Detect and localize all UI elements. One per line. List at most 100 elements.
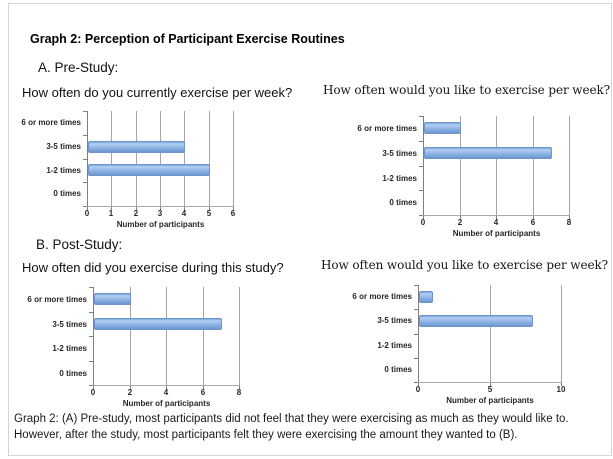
x-tick-label: 0 bbox=[90, 388, 96, 397]
data-bar bbox=[88, 164, 210, 176]
category-label: 6 or more times bbox=[21, 118, 81, 127]
gridline bbox=[160, 111, 161, 206]
x-tick-label: 0 bbox=[420, 218, 426, 227]
chart-post-during-exercise: 0 2 4 6 8 6 or more times 3-5 times 1-2 times 0 … bbox=[20, 287, 241, 413]
x-tick-label: 5 bbox=[487, 385, 493, 394]
value-axis-line bbox=[93, 287, 94, 385]
x-tick-label: 8 bbox=[566, 218, 572, 227]
value-axis-tick bbox=[423, 215, 424, 219]
value-axis-tick bbox=[561, 382, 562, 386]
data-bar bbox=[94, 293, 131, 305]
chart-title-pre-current: How often do you currently exercise per … bbox=[22, 85, 293, 100]
chart-title-pre-desired: How often would you like to exercise per… bbox=[323, 83, 610, 97]
category-axis-tick bbox=[83, 206, 87, 207]
value-axis-tick bbox=[418, 382, 419, 386]
section-label-post-study: B. Post-Study: bbox=[36, 237, 123, 252]
value-axis-tick bbox=[93, 385, 94, 389]
x-axis-title: Number of participants bbox=[116, 220, 205, 229]
category-axis-tick bbox=[83, 159, 87, 160]
chart-pre-desired-exercise: 0 2 4 6 8 6 or more times 3-5 times 1-2 times 0 … bbox=[330, 116, 571, 243]
category-label: 0 times bbox=[384, 365, 412, 374]
value-axis-tick bbox=[490, 382, 491, 386]
category-axis-baseline bbox=[418, 382, 562, 383]
x-tick-label: 10 bbox=[556, 385, 566, 394]
category-label: 1-2 times bbox=[46, 166, 81, 175]
gridline bbox=[203, 287, 204, 385]
category-label: 3-5 times bbox=[377, 316, 412, 325]
x-tick-label: 5 bbox=[206, 209, 212, 218]
chart-post-desired-exercise: 0 5 10 6 or more times 3-5 times 1-2 times 0 t… bbox=[345, 285, 565, 410]
category-label: 0 times bbox=[53, 189, 81, 198]
value-axis-tick bbox=[111, 206, 112, 210]
x-tick-label: 2 bbox=[133, 209, 139, 218]
gridline bbox=[490, 285, 491, 382]
data-bar bbox=[419, 315, 533, 327]
category-axis-tick bbox=[89, 361, 93, 362]
category-axis-tick bbox=[89, 287, 93, 288]
gridline bbox=[239, 287, 240, 385]
category-axis-baseline bbox=[93, 385, 240, 386]
gridline bbox=[460, 116, 461, 215]
data-bar bbox=[88, 141, 185, 153]
data-bar bbox=[424, 122, 461, 134]
category-axis-baseline bbox=[423, 215, 570, 216]
gridline bbox=[184, 111, 185, 206]
data-bar bbox=[424, 147, 552, 159]
gridline bbox=[166, 287, 167, 385]
value-axis-tick bbox=[166, 385, 167, 389]
value-axis-tick bbox=[569, 215, 570, 219]
value-axis-tick bbox=[87, 206, 88, 210]
x-tick-label: 8 bbox=[236, 388, 242, 397]
category-axis-tick bbox=[83, 135, 87, 136]
category-label: 6 or more times bbox=[357, 124, 417, 133]
category-axis-tick bbox=[419, 166, 423, 167]
caption-line-1: Graph 2: (A) Pre-study, most participant… bbox=[14, 413, 569, 425]
plot-area bbox=[87, 111, 234, 210]
x-tick-label: 2 bbox=[127, 388, 133, 397]
data-bar bbox=[419, 291, 433, 303]
category-axis-tick bbox=[419, 215, 423, 216]
category-axis-tick bbox=[89, 336, 93, 337]
value-axis-tick bbox=[130, 385, 131, 389]
section-label-pre-study: A. Pre-Study: bbox=[38, 60, 119, 75]
category-label: 1-2 times bbox=[52, 344, 87, 353]
x-tick-label: 0 bbox=[84, 209, 90, 218]
category-axis-tick bbox=[419, 141, 423, 142]
category-label: 1-2 times bbox=[382, 174, 417, 183]
gridline bbox=[561, 285, 562, 382]
gridline bbox=[569, 116, 570, 215]
x-tick-label: 4 bbox=[493, 218, 499, 227]
gridline bbox=[496, 116, 497, 215]
data-bar bbox=[94, 318, 222, 330]
category-label: 6 or more times bbox=[352, 292, 412, 301]
gridline bbox=[130, 287, 131, 385]
plot-area bbox=[423, 116, 570, 219]
x-tick-label: 1 bbox=[108, 209, 114, 218]
value-axis-tick bbox=[209, 206, 210, 210]
category-axis-tick bbox=[83, 111, 87, 112]
x-tick-label: 4 bbox=[163, 388, 169, 397]
x-tick-label: 2 bbox=[457, 218, 463, 227]
gridline bbox=[209, 111, 210, 206]
plot-area bbox=[418, 285, 562, 386]
x-tick-label: 6 bbox=[530, 218, 536, 227]
value-axis-line bbox=[423, 116, 424, 215]
category-label: 3-5 times bbox=[46, 142, 81, 151]
x-axis-title: Number of participants bbox=[452, 229, 541, 238]
category-axis-tick bbox=[414, 309, 418, 310]
gridline bbox=[233, 111, 234, 206]
chart-pre-current-exercise: 0 1 2 3 4 5 6 6 or more times 3-5 times 1-2 times… bbox=[14, 111, 235, 234]
value-axis-tick bbox=[233, 206, 234, 210]
plot-area bbox=[93, 287, 240, 389]
category-label: 0 times bbox=[389, 198, 417, 207]
caption-line-2: However, after the study, most participa… bbox=[14, 428, 518, 441]
value-axis-tick bbox=[460, 215, 461, 219]
value-axis-line bbox=[87, 111, 88, 206]
x-tick-label: 3 bbox=[157, 209, 163, 218]
x-tick-label: 6 bbox=[200, 388, 206, 397]
category-axis-tick bbox=[414, 382, 418, 383]
x-tick-label: 6 bbox=[230, 209, 236, 218]
category-axis-tick bbox=[414, 334, 418, 335]
x-tick-label: 4 bbox=[181, 209, 187, 218]
